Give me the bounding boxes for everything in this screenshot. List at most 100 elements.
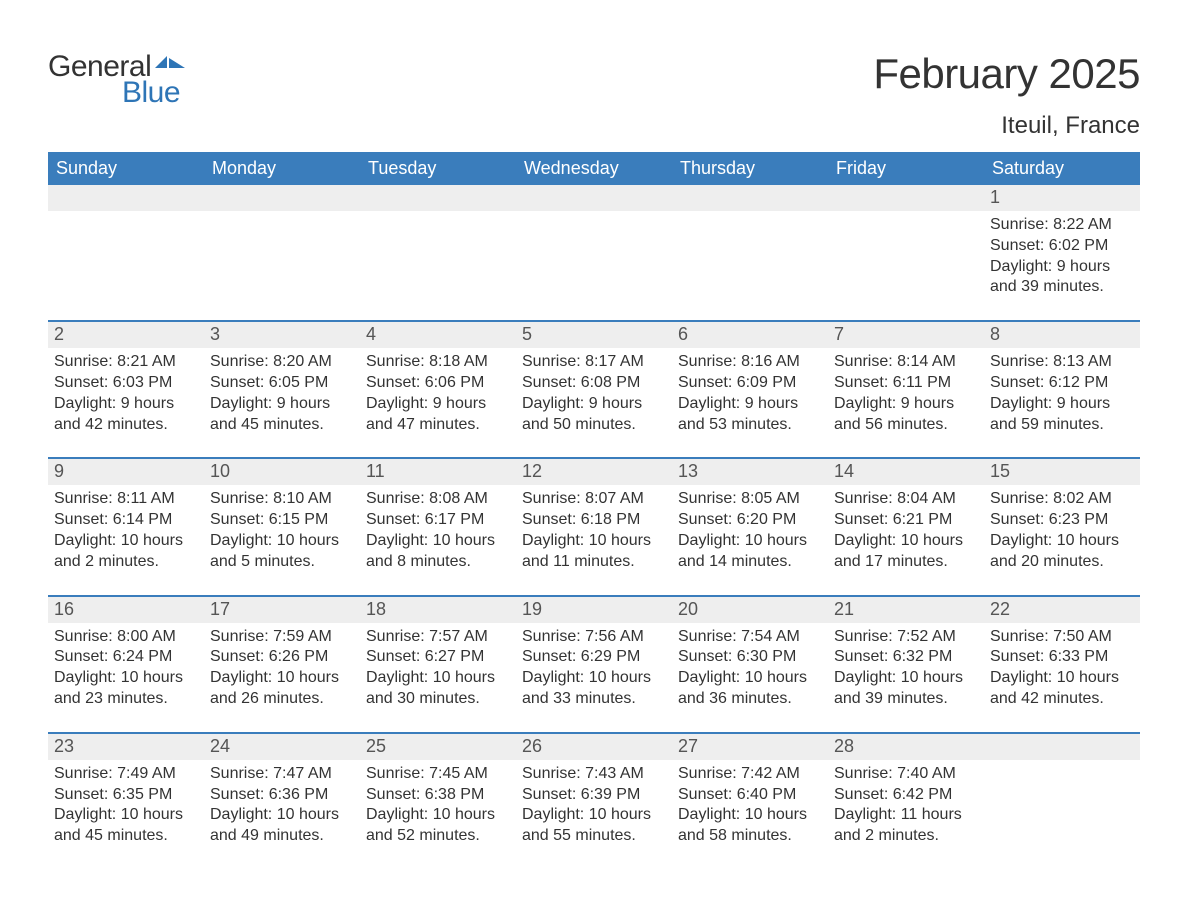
day-details: Sunrise: 7:45 AMSunset: 6:38 PMDaylight:… [360,760,510,847]
daylight-text: Daylight: 10 hours and 11 minutes. [522,531,660,573]
day-details: Sunrise: 7:56 AMSunset: 6:29 PMDaylight:… [516,623,666,710]
day-number: 24 [204,734,360,760]
sunrise-text: Sunrise: 7:45 AM [366,764,504,785]
day-number [984,734,1140,760]
day-details: Sunrise: 8:00 AMSunset: 6:24 PMDaylight:… [48,623,198,710]
day-number: 23 [48,734,204,760]
day-number: 5 [516,322,672,348]
calendar-cell: 27Sunrise: 7:42 AMSunset: 6:40 PMDayligh… [672,734,828,869]
calendar-cell: 1Sunrise: 8:22 AMSunset: 6:02 PMDaylight… [984,185,1140,320]
day-number: 13 [672,459,828,485]
sunset-text: Sunset: 6:12 PM [990,373,1128,394]
calendar-cell: 9Sunrise: 8:11 AMSunset: 6:14 PMDaylight… [48,459,204,594]
day-number: 20 [672,597,828,623]
sunset-text: Sunset: 6:20 PM [678,510,816,531]
sunset-text: Sunset: 6:06 PM [366,373,504,394]
day-details: Sunrise: 8:16 AMSunset: 6:09 PMDaylight:… [672,348,822,435]
day-number: 3 [204,322,360,348]
daylight-text: Daylight: 9 hours and 53 minutes. [678,394,816,436]
sunrise-text: Sunrise: 8:20 AM [210,352,348,373]
sunset-text: Sunset: 6:18 PM [522,510,660,531]
sunrise-text: Sunrise: 8:00 AM [54,627,192,648]
calendar-cell: 13 Sunrise: 8:05 AMSunset: 6:20 PMDayligh… [672,459,828,594]
day-number: 12 [516,459,672,485]
day-details: Sunrise: 7:57 AMSunset: 6:27 PMDaylight:… [360,623,510,710]
calendar-cell [204,185,360,320]
day-details: Sunrise: 8:08 AMSunset: 6:17 PMDaylight:… [360,485,510,572]
calendar-cell [48,185,204,320]
sunrise-text: Sunrise: 8:05 AM [678,489,816,510]
weekday-thursday: Thursday [672,152,828,185]
calendar-cell: 26Sunrise: 7:43 AMSunset: 6:39 PMDayligh… [516,734,672,869]
calendar-cell [516,185,672,320]
daylight-text: Daylight: 10 hours and 26 minutes. [210,668,348,710]
calendar-cell: 19Sunrise: 7:56 AMSunset: 6:29 PMDayligh… [516,597,672,732]
daylight-text: Daylight: 10 hours and 2 minutes. [54,531,192,573]
weekday-tuesday: Tuesday [360,152,516,185]
weekday-header: Sunday Monday Tuesday Wednesday Thursday… [48,152,1140,185]
location: Iteuil, France [873,112,1140,140]
daylight-text: Daylight: 10 hours and 58 minutes. [678,805,816,847]
sunset-text: Sunset: 6:15 PM [210,510,348,531]
day-number: 6 [672,322,828,348]
weekday-sunday: Sunday [48,152,204,185]
day-details: Sunrise: 7:49 AMSunset: 6:35 PMDaylight:… [48,760,198,847]
daylight-text: Daylight: 10 hours and 39 minutes. [834,668,972,710]
sunset-text: Sunset: 6:17 PM [366,510,504,531]
sunrise-text: Sunrise: 8:16 AM [678,352,816,373]
sunrise-text: Sunrise: 7:57 AM [366,627,504,648]
daylight-text: Daylight: 9 hours and 42 minutes. [54,394,192,436]
daylight-text: Daylight: 10 hours and 8 minutes. [366,531,504,573]
calendar-cell: 25Sunrise: 7:45 AMSunset: 6:38 PMDayligh… [360,734,516,869]
sunrise-text: Sunrise: 7:43 AM [522,764,660,785]
calendar-cell: 23Sunrise: 7:49 AMSunset: 6:35 PMDayligh… [48,734,204,869]
daylight-text: Daylight: 10 hours and 14 minutes. [678,531,816,573]
calendar: Sunday Monday Tuesday Wednesday Thursday… [48,152,1140,869]
calendar-cell [672,185,828,320]
day-details: Sunrise: 8:14 AMSunset: 6:11 PMDaylight:… [828,348,978,435]
sunset-text: Sunset: 6:39 PM [522,785,660,806]
calendar-week: 2Sunrise: 8:21 AMSunset: 6:03 PMDaylight… [48,320,1140,457]
day-details: Sunrise: 7:43 AMSunset: 6:39 PMDaylight:… [516,760,666,847]
calendar-cell: 8Sunrise: 8:13 AMSunset: 6:12 PMDaylight… [984,322,1140,457]
daylight-text: Daylight: 10 hours and 45 minutes. [54,805,192,847]
sunset-text: Sunset: 6:32 PM [834,647,972,668]
sunset-text: Sunset: 6:09 PM [678,373,816,394]
logo-text-blue: Blue [122,76,180,110]
calendar-week: 23Sunrise: 7:49 AMSunset: 6:35 PMDayligh… [48,732,1140,869]
daylight-text: Daylight: 11 hours and 2 minutes. [834,805,972,847]
sunset-text: Sunset: 6:24 PM [54,647,192,668]
day-number [360,185,516,211]
sunrise-text: Sunrise: 8:07 AM [522,489,660,510]
calendar-cell: 7Sunrise: 8:14 AMSunset: 6:11 PMDaylight… [828,322,984,457]
sunset-text: Sunset: 6:08 PM [522,373,660,394]
sunrise-text: Sunrise: 7:49 AM [54,764,192,785]
daylight-text: Daylight: 10 hours and 23 minutes. [54,668,192,710]
daylight-text: Daylight: 10 hours and 20 minutes. [990,531,1128,573]
day-number [828,185,984,211]
calendar-cell: 10Sunrise: 8:10 AMSunset: 6:15 PMDayligh… [204,459,360,594]
sunrise-text: Sunrise: 8:11 AM [54,489,192,510]
day-number: 10 [204,459,360,485]
day-details: Sunrise: 7:54 AMSunset: 6:30 PMDaylight:… [672,623,822,710]
sunset-text: Sunset: 6:11 PM [834,373,972,394]
day-details: Sunrise: 8:11 AMSunset: 6:14 PMDaylight:… [48,485,198,572]
logo: General Blue [48,50,185,110]
weekday-friday: Friday [828,152,984,185]
day-number: 16 [48,597,204,623]
daylight-text: Daylight: 9 hours and 59 minutes. [990,394,1128,436]
sunset-text: Sunset: 6:03 PM [54,373,192,394]
sunrise-text: Sunrise: 8:18 AM [366,352,504,373]
day-number: 28 [828,734,984,760]
sunrise-text: Sunrise: 7:42 AM [678,764,816,785]
day-details: Sunrise: 7:42 AMSunset: 6:40 PMDaylight:… [672,760,822,847]
day-number: 26 [516,734,672,760]
sunrise-text: Sunrise: 8:13 AM [990,352,1128,373]
day-number: 2 [48,322,204,348]
day-details: Sunrise: 8:10 AMSunset: 6:15 PMDaylight:… [204,485,354,572]
calendar-week: 1Sunrise: 8:22 AMSunset: 6:02 PMDaylight… [48,185,1140,320]
calendar-cell: 4Sunrise: 8:18 AMSunset: 6:06 PMDaylight… [360,322,516,457]
day-number: 7 [828,322,984,348]
daylight-text: Daylight: 10 hours and 17 minutes. [834,531,972,573]
day-details: Sunrise: 7:40 AMSunset: 6:42 PMDaylight:… [828,760,978,847]
